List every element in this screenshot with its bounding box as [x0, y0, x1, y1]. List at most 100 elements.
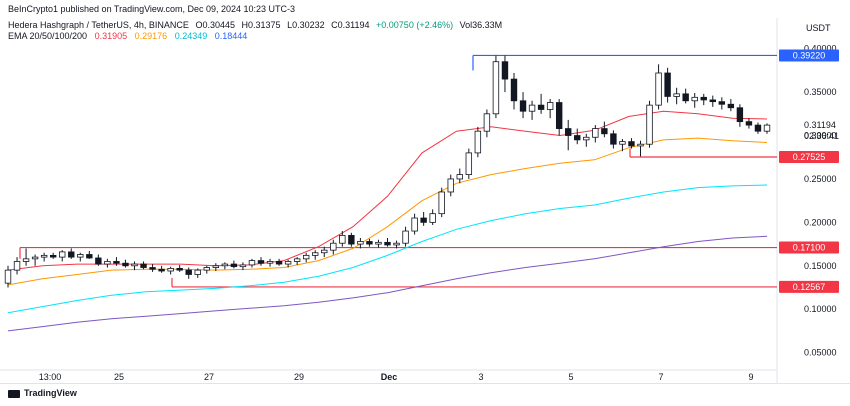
candle-body[interactable] — [583, 136, 590, 141]
candle-body[interactable] — [113, 261, 120, 264]
candle-body[interactable] — [429, 213, 436, 223]
candle-body[interactable] — [501, 61, 509, 80]
candle-body[interactable] — [302, 254, 310, 260]
candle-body[interactable] — [601, 128, 608, 135]
candle-body[interactable] — [393, 242, 400, 246]
candle-body[interactable] — [149, 267, 156, 270]
candle-body[interactable] — [655, 72, 662, 106]
x-tick-label: 3 — [478, 372, 483, 382]
candle-body[interactable] — [628, 141, 635, 147]
candle-body[interactable] — [158, 268, 165, 272]
price-tag — [779, 280, 839, 293]
candle-body[interactable] — [745, 121, 753, 126]
candle-body[interactable] — [230, 263, 238, 268]
candle-body[interactable] — [474, 130, 482, 154]
candle-body[interactable] — [122, 262, 129, 267]
candle-body[interactable] — [718, 101, 726, 105]
candle-body[interactable] — [438, 191, 445, 215]
candle-body[interactable] — [13, 261, 21, 271]
ema-label[interactable]: EMA 20/50/100/200 — [8, 31, 88, 41]
candle-body[interactable] — [465, 152, 473, 176]
candle-body[interactable] — [763, 124, 771, 132]
publish-header: BeInCrypto1 published on TradingView.com… — [0, 0, 850, 18]
candle-body[interactable] — [528, 104, 536, 112]
candle-body[interactable] — [664, 72, 671, 97]
candle-body[interactable] — [239, 264, 247, 268]
candle-body[interactable] — [284, 261, 292, 265]
candle-body[interactable] — [619, 141, 626, 145]
candle-body[interactable] — [293, 258, 301, 262]
x-tick-label: 7 — [658, 372, 663, 382]
candle-body[interactable] — [736, 107, 744, 123]
candle-body[interactable] — [646, 104, 653, 145]
candle-body[interactable] — [348, 234, 355, 245]
candle-body[interactable] — [555, 102, 563, 129]
candle-body[interactable] — [140, 263, 147, 268]
price-axis[interactable] — [777, 18, 850, 383]
candle-body[interactable] — [68, 251, 75, 258]
y-tick-label: 0.05000 — [804, 348, 837, 358]
candle-body[interactable] — [565, 128, 572, 136]
candle-body[interactable] — [483, 113, 491, 132]
candle-body[interactable] — [330, 242, 337, 251]
ema-100-line — [7, 184, 768, 314]
candle-body[interactable] — [266, 261, 274, 264]
candle-body[interactable] — [375, 241, 382, 245]
candle-body[interactable] — [754, 124, 762, 132]
candle-body[interactable] — [248, 260, 256, 266]
candle-body[interactable] — [357, 241, 364, 245]
candle-body[interactable] — [691, 96, 698, 102]
candle-body[interactable] — [86, 254, 93, 259]
symbol-name[interactable]: Hedera Hashgraph / TetherUS, 4h, BINANCE — [8, 20, 189, 30]
tradingview-logo[interactable]: TradingView — [8, 388, 77, 398]
candle-body[interactable] — [77, 254, 84, 258]
candle-body[interactable] — [212, 265, 220, 268]
candle-body[interactable] — [312, 252, 319, 256]
candle-body[interactable] — [411, 217, 418, 232]
y-tick-label: 0.25000 — [804, 174, 837, 184]
candle-body[interactable] — [592, 128, 599, 138]
candle-body[interactable] — [131, 263, 138, 267]
candle-body[interactable] — [31, 256, 39, 260]
candle-body[interactable] — [447, 178, 454, 193]
candle-body[interactable] — [709, 99, 716, 103]
candle-body[interactable] — [420, 217, 427, 223]
candle-body[interactable] — [546, 102, 554, 110]
candle-body[interactable] — [637, 143, 644, 147]
candle-body[interactable] — [275, 261, 283, 265]
candle-body[interactable] — [321, 249, 328, 254]
candle-body[interactable] — [4, 269, 12, 284]
candle-body[interactable] — [49, 254, 57, 258]
candle-body[interactable] — [194, 269, 201, 275]
candle-body[interactable] — [700, 96, 707, 101]
candle-body[interactable] — [492, 61, 500, 115]
price-tag-text: 0.17100 — [793, 243, 826, 253]
candle-body[interactable] — [59, 251, 66, 258]
candle-body[interactable] — [167, 267, 174, 272]
candle-body[interactable] — [22, 258, 30, 262]
candle-body[interactable] — [402, 230, 409, 244]
candle-body[interactable] — [203, 267, 210, 271]
candle-body[interactable] — [40, 254, 48, 258]
candle-body[interactable] — [366, 241, 373, 245]
candle-body[interactable] — [339, 234, 346, 244]
candle-body[interactable] — [673, 93, 680, 97]
candle-body[interactable] — [519, 100, 527, 112]
candle-body[interactable] — [610, 133, 617, 145]
candle-body[interactable] — [510, 78, 518, 102]
candle-body[interactable] — [682, 93, 689, 102]
candle-body[interactable] — [537, 104, 545, 110]
candle-body[interactable] — [384, 241, 391, 246]
candle-body[interactable] — [176, 267, 183, 271]
candle-body[interactable] — [221, 263, 229, 267]
candle-body[interactable] — [456, 174, 463, 180]
candle-body[interactable] — [185, 269, 192, 275]
currency-label: USDT — [806, 23, 831, 33]
candle-body[interactable] — [257, 260, 265, 264]
candle-body[interactable] — [95, 257, 102, 265]
candle-body[interactable] — [104, 261, 111, 265]
candle-body[interactable] — [574, 135, 581, 141]
candle-body[interactable] — [727, 103, 735, 109]
